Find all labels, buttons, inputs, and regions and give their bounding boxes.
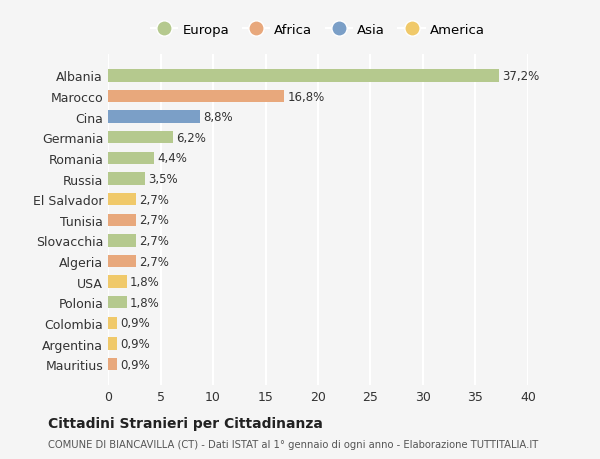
Bar (108, 111, 200, 123)
Text: COMUNE DI BIANCAVILLA (CT) - Dati ISTAT al 1° gennaio di ogni anno - Elaborazion: COMUNE DI BIANCAVILLA (CT) - Dati ISTAT … (48, 440, 538, 449)
Text: 8,8%: 8,8% (203, 111, 233, 124)
Text: 1,8%: 1,8% (130, 275, 160, 289)
Bar (108, 235, 136, 247)
Text: 2,7%: 2,7% (139, 193, 169, 206)
Bar (108, 276, 127, 288)
Text: Cittadini Stranieri per Cittadinanza: Cittadini Stranieri per Cittadinanza (48, 416, 323, 430)
Bar (108, 297, 127, 309)
Text: 2,7%: 2,7% (139, 214, 169, 227)
Text: 1,8%: 1,8% (130, 296, 160, 309)
Text: 2,7%: 2,7% (139, 235, 169, 247)
Text: 0,9%: 0,9% (121, 317, 151, 330)
Bar (108, 317, 118, 330)
Bar (108, 214, 136, 226)
Bar (108, 132, 173, 144)
Legend: Europa, Africa, Asia, America: Europa, Africa, Asia, America (146, 19, 490, 42)
Bar (108, 91, 284, 103)
Text: 0,9%: 0,9% (121, 358, 151, 371)
Text: 16,8%: 16,8% (287, 90, 325, 103)
Text: 6,2%: 6,2% (176, 132, 206, 145)
Bar (108, 338, 118, 350)
Bar (108, 194, 136, 206)
Bar (108, 255, 136, 268)
Bar (108, 152, 154, 165)
Bar (108, 173, 145, 185)
Text: 4,4%: 4,4% (157, 152, 187, 165)
Text: 37,2%: 37,2% (502, 70, 539, 83)
Bar (108, 70, 499, 83)
Text: 2,7%: 2,7% (139, 255, 169, 268)
Text: 3,5%: 3,5% (148, 173, 178, 185)
Bar (108, 358, 118, 370)
Text: 0,9%: 0,9% (121, 337, 151, 350)
